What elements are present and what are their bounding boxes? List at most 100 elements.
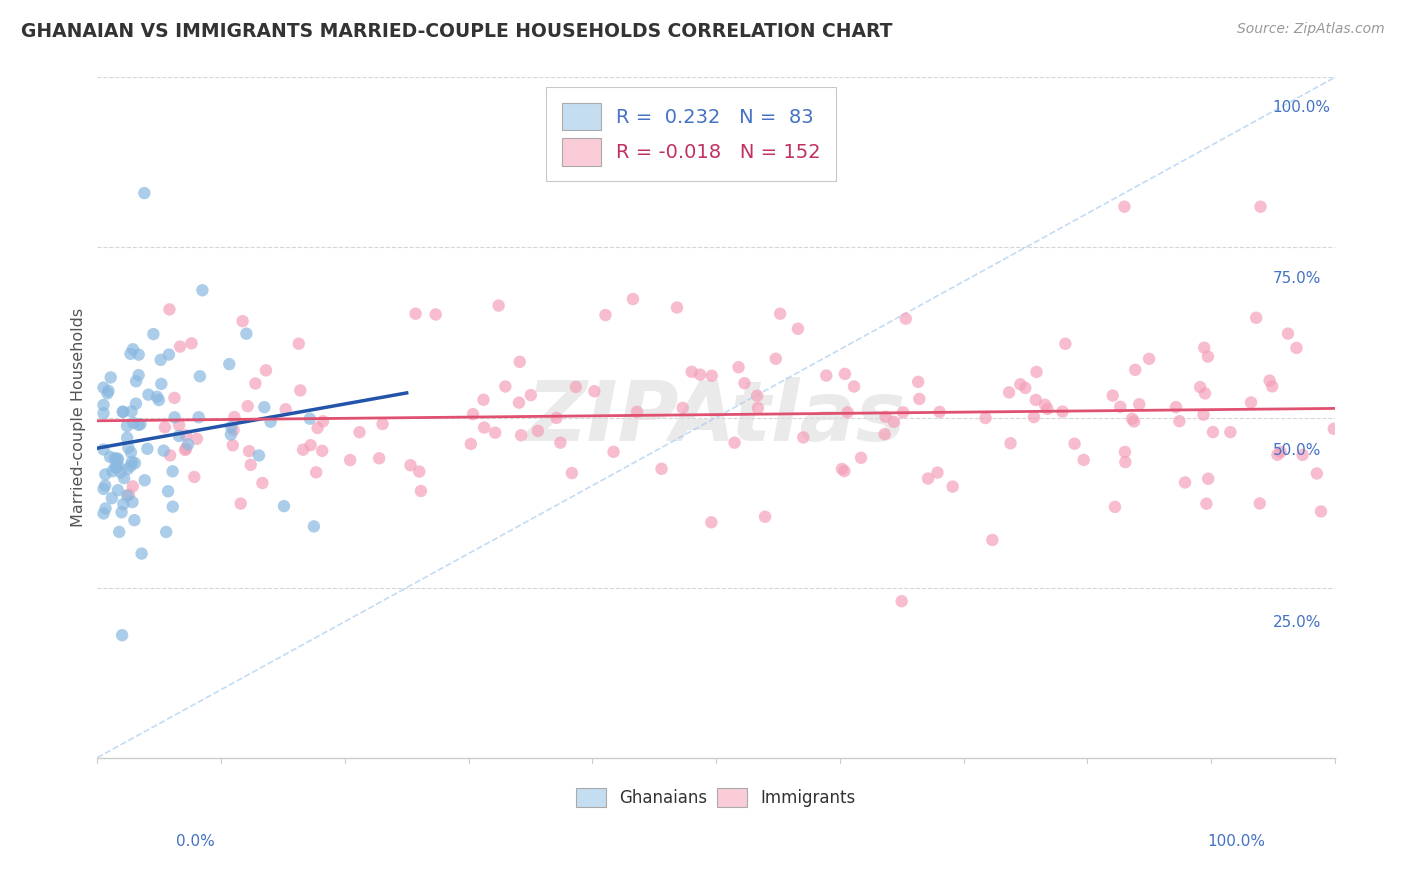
Immigrants bbox=[1197, 472, 1219, 486]
Immigrants bbox=[494, 379, 516, 393]
Text: Source: ZipAtlas.com: Source: ZipAtlas.com bbox=[1237, 22, 1385, 37]
Immigrants bbox=[974, 411, 997, 425]
Immigrants bbox=[1202, 425, 1225, 439]
Immigrants bbox=[371, 417, 394, 431]
Immigrants bbox=[842, 379, 865, 393]
Ghanaians bbox=[94, 501, 117, 516]
Immigrants bbox=[1104, 500, 1126, 514]
Ghanaians bbox=[117, 462, 139, 476]
Text: 100.0%: 100.0% bbox=[1208, 834, 1265, 849]
Ghanaians bbox=[112, 405, 135, 419]
Immigrants bbox=[224, 409, 246, 424]
Ghanaians bbox=[149, 352, 172, 367]
Ghanaians bbox=[121, 455, 143, 469]
Ghanaians bbox=[146, 390, 169, 404]
Immigrants bbox=[998, 385, 1021, 400]
Ghanaians bbox=[121, 404, 143, 418]
Immigrants bbox=[765, 351, 787, 366]
Immigrants bbox=[834, 464, 856, 478]
Immigrants bbox=[174, 442, 197, 456]
Ghanaians bbox=[94, 478, 117, 492]
Immigrants bbox=[1033, 398, 1056, 412]
Ghanaians bbox=[128, 368, 150, 383]
Ghanaians bbox=[117, 441, 139, 455]
Immigrants bbox=[550, 435, 572, 450]
Immigrants bbox=[236, 399, 259, 413]
Ghanaians bbox=[138, 387, 160, 401]
Immigrants bbox=[180, 336, 202, 351]
Immigrants bbox=[174, 442, 197, 457]
Immigrants bbox=[875, 409, 897, 424]
Immigrants bbox=[981, 533, 1004, 547]
Immigrants bbox=[942, 480, 965, 494]
Immigrants bbox=[815, 368, 838, 383]
Immigrants bbox=[849, 450, 872, 465]
Immigrants bbox=[1123, 363, 1146, 377]
Immigrants bbox=[1063, 436, 1085, 450]
Text: 100.0%: 100.0% bbox=[1272, 100, 1330, 114]
Ghanaians bbox=[134, 186, 156, 200]
Immigrants bbox=[1189, 380, 1212, 394]
Text: ZIPAtlas: ZIPAtlas bbox=[526, 377, 905, 458]
Immigrants bbox=[727, 360, 749, 375]
Ghanaians bbox=[259, 415, 281, 429]
Immigrants bbox=[747, 401, 769, 415]
Immigrants bbox=[222, 423, 245, 437]
Immigrants bbox=[769, 307, 792, 321]
Immigrants bbox=[927, 466, 949, 480]
Ghanaians bbox=[115, 419, 138, 434]
Immigrants bbox=[1073, 453, 1095, 467]
Ghanaians bbox=[273, 499, 295, 513]
Ghanaians bbox=[219, 427, 242, 442]
Ghanaians bbox=[191, 283, 214, 297]
Immigrants bbox=[1250, 200, 1272, 214]
Ghanaians bbox=[155, 524, 177, 539]
Ghanaians bbox=[187, 410, 209, 425]
Immigrants bbox=[1258, 374, 1281, 388]
Ghanaians bbox=[302, 519, 325, 533]
Immigrants bbox=[917, 471, 939, 485]
Immigrants bbox=[1109, 400, 1132, 414]
Immigrants bbox=[159, 302, 181, 317]
Legend: Ghanaians, Immigrants: Ghanaians, Immigrants bbox=[569, 781, 863, 814]
Ghanaians bbox=[121, 495, 143, 509]
Ghanaians bbox=[93, 381, 115, 395]
Ghanaians bbox=[219, 420, 242, 434]
Ghanaians bbox=[124, 456, 146, 470]
Immigrants bbox=[583, 384, 606, 399]
Immigrants bbox=[1192, 341, 1215, 355]
Ghanaians bbox=[177, 437, 200, 451]
Immigrants bbox=[666, 301, 689, 315]
Immigrants bbox=[831, 462, 853, 476]
Immigrants bbox=[409, 483, 432, 498]
Immigrants bbox=[565, 380, 588, 394]
Ghanaians bbox=[105, 460, 128, 475]
Immigrants bbox=[1114, 200, 1136, 214]
Immigrants bbox=[602, 445, 624, 459]
Immigrants bbox=[787, 322, 810, 336]
Ghanaians bbox=[96, 386, 118, 401]
Ghanaians bbox=[93, 442, 115, 457]
Immigrants bbox=[907, 375, 929, 389]
Text: 25.0%: 25.0% bbox=[1272, 615, 1320, 630]
Ghanaians bbox=[167, 429, 190, 443]
Immigrants bbox=[1192, 408, 1215, 422]
Text: 75.0%: 75.0% bbox=[1272, 271, 1320, 286]
Immigrants bbox=[274, 402, 297, 417]
Ghanaians bbox=[235, 326, 257, 341]
Ghanaians bbox=[162, 500, 184, 514]
Immigrants bbox=[723, 435, 745, 450]
Immigrants bbox=[1174, 475, 1197, 490]
Immigrants bbox=[1197, 350, 1219, 364]
Immigrants bbox=[159, 448, 181, 462]
Immigrants bbox=[1277, 326, 1299, 341]
Ghanaians bbox=[93, 398, 115, 412]
Immigrants bbox=[405, 307, 427, 321]
Ghanaians bbox=[150, 376, 173, 391]
Ghanaians bbox=[93, 406, 115, 420]
Immigrants bbox=[1219, 425, 1241, 439]
Immigrants bbox=[700, 368, 723, 383]
Immigrants bbox=[484, 425, 506, 440]
Ghanaians bbox=[129, 417, 152, 431]
Immigrants bbox=[891, 405, 914, 419]
